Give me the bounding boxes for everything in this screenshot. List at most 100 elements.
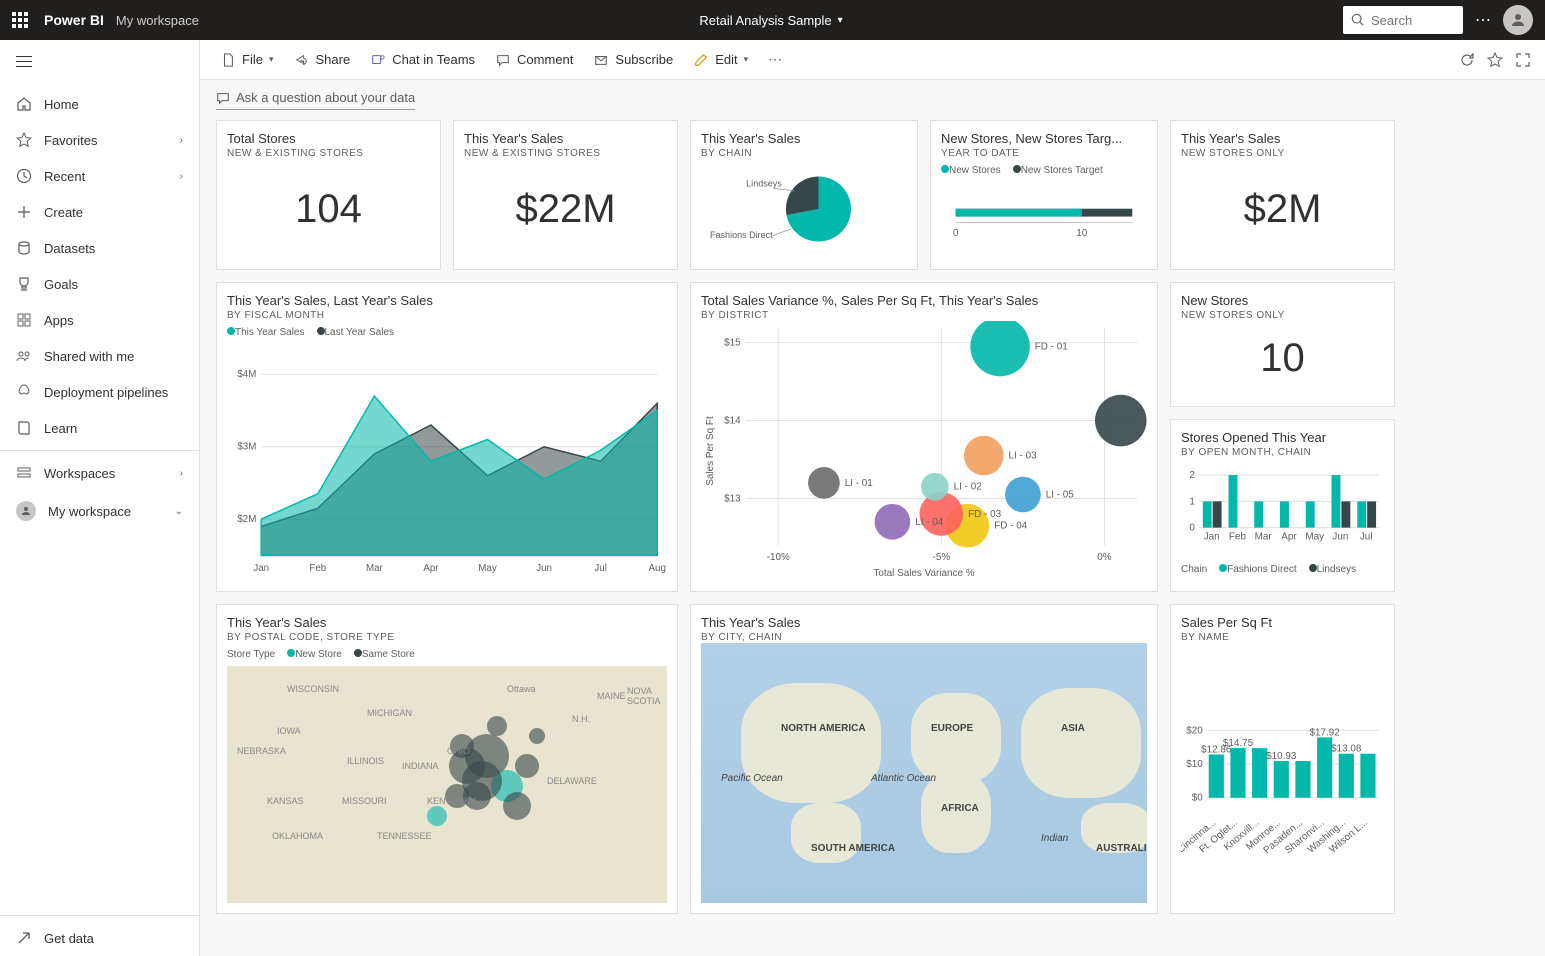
nav-workspaces[interactable]: Workspaces › bbox=[0, 455, 199, 491]
tile-stores-opened[interactable]: Stores Opened This Year BY OPEN MONTH, C… bbox=[1170, 419, 1395, 592]
nav-favorites[interactable]: Favorites › bbox=[0, 122, 199, 158]
nav-home[interactable]: Home bbox=[0, 86, 199, 122]
area-chart: $2M$3M$4MJanFebMarAprMayJunJulAug bbox=[227, 344, 667, 581]
nav-recent-label: Recent bbox=[44, 169, 85, 184]
chat-icon bbox=[216, 91, 230, 105]
chevron-down-icon: ▾ bbox=[269, 54, 274, 65]
svg-text:FD - 04: FD - 04 bbox=[994, 521, 1028, 532]
nav-recent[interactable]: Recent › bbox=[0, 158, 199, 194]
search-input[interactable] bbox=[1371, 13, 1451, 28]
nav-my-workspace[interactable]: My workspace ⌄ bbox=[0, 491, 199, 531]
clock-icon bbox=[16, 168, 32, 184]
breadcrumb-workspace[interactable]: My workspace bbox=[116, 13, 199, 28]
toolbar-comment[interactable]: Comment bbox=[487, 46, 581, 74]
tile-line-chart[interactable]: This Year's Sales, Last Year's Sales BY … bbox=[216, 282, 678, 592]
tile-ty-sales[interactable]: This Year's Sales NEW & EXISTING STORES … bbox=[453, 120, 678, 270]
toolbar-subscribe[interactable]: Subscribe bbox=[585, 46, 681, 74]
svg-text:-10%: -10% bbox=[767, 552, 790, 563]
tile-subtitle: NEW STORES ONLY bbox=[1181, 310, 1384, 321]
toolbar-share[interactable]: Share bbox=[285, 46, 358, 74]
fullscreen-icon[interactable] bbox=[1513, 50, 1533, 70]
svg-text:$2M: $2M bbox=[237, 514, 256, 525]
svg-text:$20: $20 bbox=[1186, 725, 1203, 736]
svg-text:Fashions Direct: Fashions Direct bbox=[710, 230, 773, 240]
svg-text:LI - 02: LI - 02 bbox=[954, 482, 983, 493]
svg-text:$3M: $3M bbox=[237, 442, 256, 453]
user-avatar[interactable] bbox=[1503, 5, 1533, 35]
rocket-icon bbox=[16, 384, 32, 400]
more-options-icon[interactable]: ⋯ bbox=[1475, 10, 1491, 30]
tile-new-stores[interactable]: New Stores NEW STORES ONLY 10 bbox=[1170, 282, 1395, 407]
tile-title: Total Sales Variance %, Sales Per Sq Ft,… bbox=[701, 293, 1147, 308]
svg-text:Jun: Jun bbox=[536, 563, 552, 574]
nav-apps[interactable]: Apps bbox=[0, 302, 199, 338]
favorite-icon[interactable] bbox=[1485, 50, 1505, 70]
svg-text:Feb: Feb bbox=[1229, 532, 1247, 543]
nav-learn[interactable]: Learn bbox=[0, 410, 199, 446]
refresh-icon[interactable] bbox=[1457, 50, 1477, 70]
nav-shared[interactable]: Shared with me bbox=[0, 338, 199, 374]
tile-title: Stores Opened This Year bbox=[1181, 430, 1384, 445]
svg-text:Mar: Mar bbox=[1255, 532, 1273, 543]
svg-text:$13: $13 bbox=[724, 493, 741, 504]
svg-text:Jan: Jan bbox=[253, 563, 269, 574]
tile-subtitle: BY CHAIN bbox=[701, 148, 907, 159]
legend: Store TypeNew StoreSame Store bbox=[227, 649, 667, 660]
svg-text:LI - 04: LI - 04 bbox=[915, 517, 944, 528]
svg-text:FD - 01: FD - 01 bbox=[1035, 342, 1069, 353]
tile-title: Sales Per Sq Ft bbox=[1181, 615, 1384, 630]
toolbar-more[interactable]: ⋯ bbox=[760, 45, 790, 74]
nav-my-workspace-label: My workspace bbox=[48, 504, 131, 519]
svg-text:FD - 03: FD - 03 bbox=[968, 509, 1002, 520]
nav-shared-label: Shared with me bbox=[44, 349, 134, 364]
scatter-chart: $13$14$15-10%-5%0%Sales Per Sq FtTotal S… bbox=[701, 321, 1147, 581]
toolbar-file[interactable]: File ▾ bbox=[212, 46, 281, 74]
tile-bar-target[interactable]: New Stores, New Stores Targ... YEAR TO D… bbox=[930, 120, 1158, 270]
tile-pie[interactable]: This Year's Sales BY CHAIN LindseysFashi… bbox=[690, 120, 918, 270]
svg-text:Lindseys: Lindseys bbox=[746, 178, 782, 188]
svg-text:Aug: Aug bbox=[649, 563, 666, 574]
nav-goals[interactable]: Goals bbox=[0, 266, 199, 302]
svg-text:$0: $0 bbox=[1192, 793, 1204, 804]
qna-input[interactable]: Ask a question about your data bbox=[216, 90, 415, 110]
nav-get-data[interactable]: Get data bbox=[0, 920, 199, 956]
mail-icon bbox=[593, 52, 609, 68]
nav-pipelines[interactable]: Deployment pipelines bbox=[0, 374, 199, 410]
legend: New StoresNew Stores Target bbox=[941, 165, 1147, 176]
chevron-right-icon: › bbox=[180, 468, 183, 479]
tile-map-city[interactable]: This Year's Sales BY CITY, CHAIN NORTH A… bbox=[690, 604, 1158, 914]
dashboard-title[interactable]: Retail Analysis Sample bbox=[699, 13, 831, 28]
workspace-avatar-icon bbox=[16, 501, 36, 521]
tile-ty-sales-new[interactable]: This Year's Sales NEW STORES ONLY $2M bbox=[1170, 120, 1395, 270]
nav-datasets[interactable]: Datasets bbox=[0, 230, 199, 266]
app-launcher-icon[interactable] bbox=[12, 12, 28, 28]
bar-chart: $0$10$20$12.86Cincinna...$14.75Ft. Oglet… bbox=[1181, 643, 1384, 903]
nav-workspaces-label: Workspaces bbox=[44, 466, 115, 481]
chevron-down-icon[interactable]: ▾ bbox=[838, 15, 843, 26]
svg-text:$10: $10 bbox=[1186, 759, 1203, 770]
svg-text:$13.08: $13.08 bbox=[1331, 744, 1362, 755]
tile-subtitle: BY CITY, CHAIN bbox=[701, 632, 1147, 643]
nav-create[interactable]: Create bbox=[0, 194, 199, 230]
nav-datasets-label: Datasets bbox=[44, 241, 95, 256]
share-icon bbox=[293, 52, 309, 68]
nav-rail: Home Favorites › Recent › Create Dataset… bbox=[0, 40, 200, 956]
tile-value: 104 bbox=[227, 159, 430, 259]
svg-text:Feb: Feb bbox=[309, 563, 326, 574]
nav-collapse-button[interactable] bbox=[0, 40, 199, 86]
tile-total-stores[interactable]: Total Stores NEW & EXISTING STORES 104 bbox=[216, 120, 441, 270]
tile-scatter[interactable]: Total Sales Variance %, Sales Per Sq Ft,… bbox=[690, 282, 1158, 592]
svg-text:Mar: Mar bbox=[366, 563, 384, 574]
toolbar-comment-label: Comment bbox=[517, 52, 573, 67]
bar-chart: 012JanFebMarAprMayJunJul bbox=[1181, 458, 1384, 558]
toolbar-chat[interactable]: Chat in Teams bbox=[362, 46, 483, 74]
tile-subtitle: YEAR TO DATE bbox=[941, 148, 1147, 159]
search-icon bbox=[1351, 13, 1365, 27]
tile-title: This Year's Sales bbox=[701, 615, 1147, 630]
tile-map-postal[interactable]: This Year's Sales BY POSTAL CODE, STORE … bbox=[216, 604, 678, 914]
tile-spsf[interactable]: Sales Per Sq Ft BY NAME $0$10$20$12.86Ci… bbox=[1170, 604, 1395, 914]
search-box[interactable] bbox=[1343, 6, 1463, 34]
toolbar-edit[interactable]: Edit ▾ bbox=[685, 46, 756, 74]
toolbar-subscribe-label: Subscribe bbox=[615, 52, 673, 67]
star-icon bbox=[16, 132, 32, 148]
